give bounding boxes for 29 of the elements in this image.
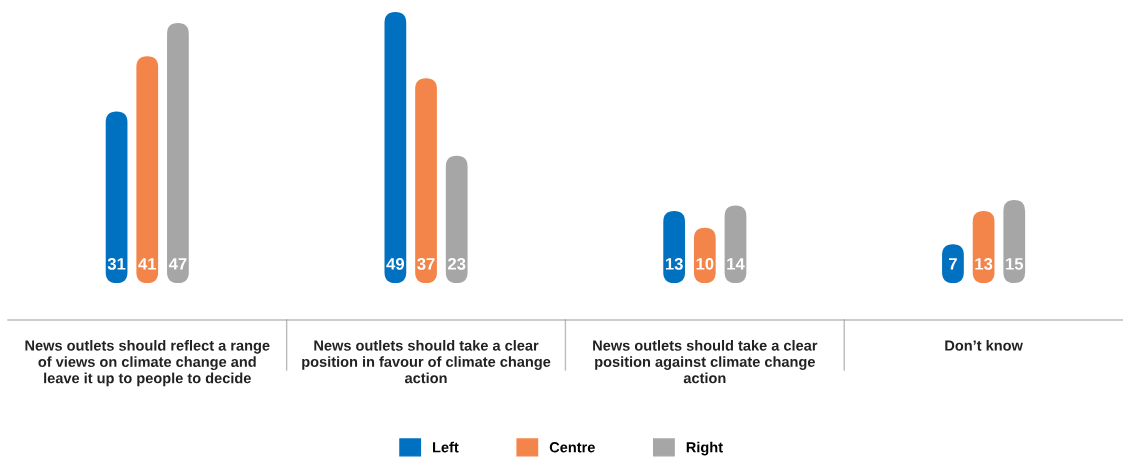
x-tick-label: Don’t know bbox=[945, 340, 1023, 351]
bar bbox=[663, 211, 686, 283]
data-label: 14 bbox=[727, 258, 745, 270]
data-label: 23 bbox=[448, 257, 466, 270]
data-label: 37 bbox=[417, 257, 435, 270]
bar bbox=[384, 12, 407, 283]
legend-label: Left bbox=[433, 441, 459, 453]
bar bbox=[1003, 200, 1026, 283]
data-label: 7 bbox=[949, 258, 957, 270]
bar bbox=[136, 56, 159, 283]
bar bbox=[105, 111, 128, 283]
x-tick-label: News outlets should take a clear position against climate change action bbox=[593, 340, 818, 384]
data-label: 47 bbox=[168, 258, 187, 270]
bar bbox=[445, 155, 468, 283]
data-label: 49 bbox=[386, 257, 405, 270]
x-tick-label: News outlets should reflect a range of views on climate change and leave it up to people to decide bbox=[25, 340, 270, 387]
data-label: 41 bbox=[138, 258, 157, 270]
data-label: 13 bbox=[975, 257, 993, 270]
bar bbox=[724, 205, 747, 283]
legend-label: Right bbox=[686, 441, 723, 456]
data-label: 15 bbox=[1006, 258, 1024, 270]
data-label: 31 bbox=[107, 257, 126, 270]
data-label: 13 bbox=[665, 257, 683, 270]
bar bbox=[167, 23, 189, 283]
bar bbox=[972, 211, 995, 283]
bar bbox=[415, 78, 437, 283]
legend-label: Centre bbox=[549, 442, 595, 453]
x-tick-label: News outlets should take a clear position in favour of climate change action bbox=[302, 340, 551, 384]
data-label: 10 bbox=[696, 257, 714, 270]
